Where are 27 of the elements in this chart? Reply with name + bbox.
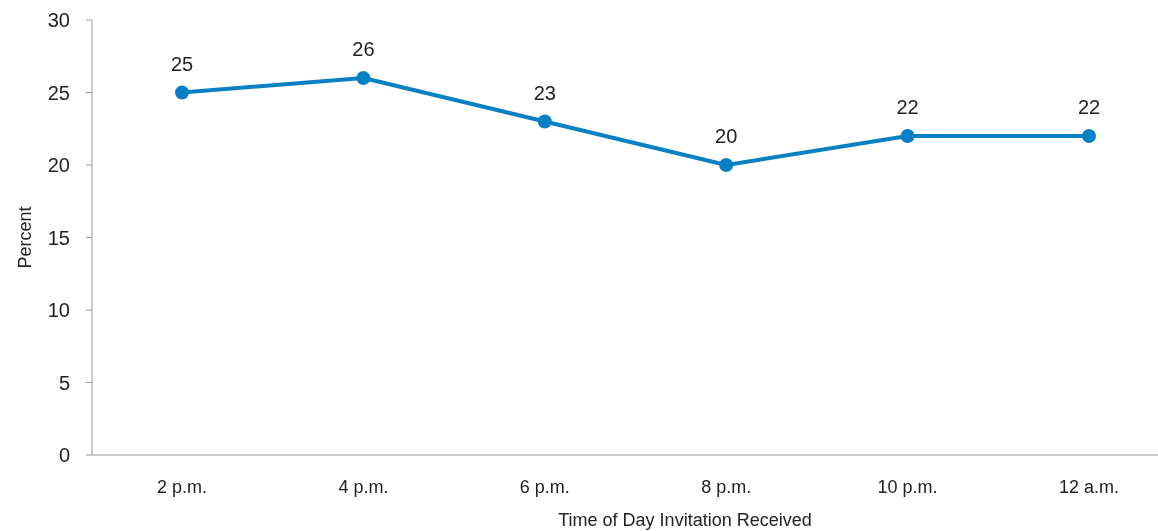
point [175,85,189,100]
x-tick-label: 6 p.m. [519,477,570,497]
data-label: 22 [1077,96,1101,118]
y-tick-label: 20 [47,154,70,176]
data-label: 25 [170,52,194,75]
x-tick-label: 10 p.m. [877,477,938,497]
data-label: 23 [533,81,556,104]
y-tick-label: 5 [58,371,70,394]
y-tick-label: 25 [47,81,70,104]
x-tick-label: 12 a.m. [1058,477,1120,497]
x-tick-label: 8 p.m. [701,477,752,497]
y-axis-title: Percent [15,206,35,269]
y-tick-label: 30 [47,9,70,31]
point [356,71,371,85]
point [900,129,915,143]
point [1082,129,1096,143]
point [719,158,734,172]
x-tick-label: 4 p.m. [338,477,389,497]
data-label: 20 [715,125,738,147]
y-tick-label: 0 [58,444,70,466]
y-tick-label: 10 [47,299,70,321]
data-label: 22 [896,96,919,118]
point [537,114,552,129]
y-tick-label: 15 [47,226,70,249]
x-tick-label: 2 p.m. [156,477,208,497]
data-label: 26 [352,38,375,60]
x-axis-title: Time of Day Invitation Received [558,510,812,530]
